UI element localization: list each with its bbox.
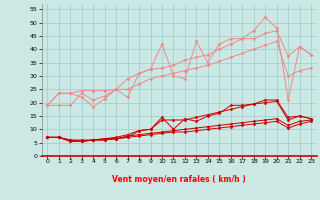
X-axis label: Vent moyen/en rafales ( km/h ): Vent moyen/en rafales ( km/h ) — [112, 175, 246, 184]
